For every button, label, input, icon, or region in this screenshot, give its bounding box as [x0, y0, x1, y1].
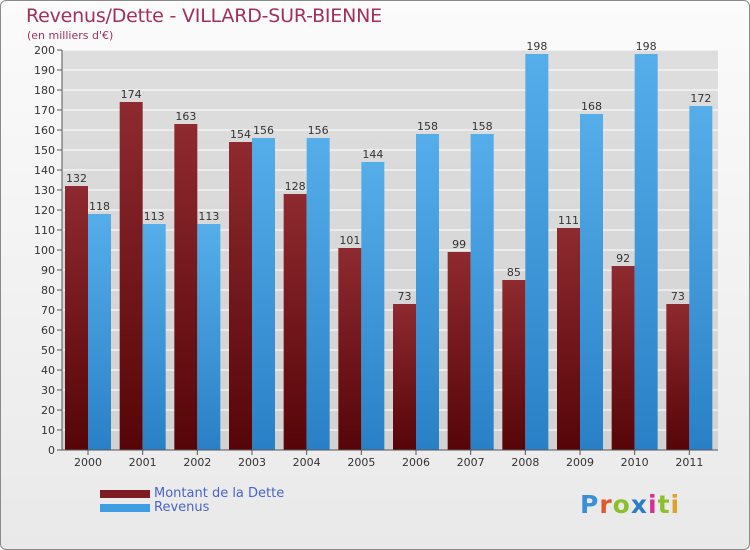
bar-dette [65, 186, 88, 450]
y-tick-label: 130 [34, 184, 55, 197]
y-tick-label: 90 [41, 264, 55, 277]
y-tick-label: 60 [41, 324, 55, 337]
data-label-dette: 99 [452, 238, 466, 251]
bar-dette [393, 304, 416, 450]
bar-dette [338, 248, 362, 450]
logo-letter: i [648, 490, 658, 519]
y-tick-label: 190 [34, 64, 55, 77]
x-tick-label: 2000 [74, 456, 102, 469]
data-label-dette: 132 [66, 172, 87, 185]
y-tick-label: 10 [41, 424, 55, 437]
y-tick-label: 100 [34, 244, 55, 257]
data-label-dette: 92 [616, 252, 630, 265]
data-label-revenus: 113 [198, 210, 219, 223]
bar-revenus [689, 106, 713, 450]
y-tick-label: 200 [34, 44, 55, 57]
x-tick-label: 2008 [511, 456, 539, 469]
bar-dette [283, 194, 307, 450]
y-tick-label: 170 [34, 104, 55, 117]
bar-revenus [525, 54, 549, 450]
logo-letter: x [630, 490, 648, 519]
x-tick-label: 2005 [347, 456, 375, 469]
chart-legend: Montant de la Dette Revenus [100, 487, 284, 515]
data-label-revenus: 158 [472, 120, 493, 133]
data-label-revenus: 168 [581, 100, 602, 113]
bar-dette [611, 266, 635, 450]
bar-dette [447, 252, 471, 450]
legend-item-dette: Montant de la Dette [100, 487, 284, 501]
logo-letter: i [670, 490, 681, 519]
proxiti-logo: Proxiti [580, 490, 680, 519]
bar-revenus [634, 54, 658, 450]
y-tick-label: 110 [34, 224, 55, 237]
y-tick-label: 20 [41, 404, 55, 417]
x-tick-label: 2006 [402, 456, 430, 469]
data-label-dette: 154 [230, 128, 251, 141]
bar-revenus [306, 138, 330, 450]
bar-dette [502, 280, 526, 450]
x-tick-label: 2011 [675, 456, 703, 469]
x-tick-label: 2009 [566, 456, 594, 469]
y-tick-label: 80 [41, 284, 55, 297]
x-tick-label: 2002 [183, 456, 211, 469]
x-tick-label: 2001 [129, 456, 157, 469]
data-label-dette: 73 [398, 290, 412, 303]
bar-revenus [197, 224, 221, 450]
data-label-revenus: 118 [89, 200, 110, 213]
bar-revenus [252, 138, 275, 450]
y-tick-label: 180 [34, 84, 55, 97]
logo-letter: t [657, 490, 671, 519]
chart-subtitle: (en milliers d'€) [27, 29, 114, 42]
logo-letter: o [612, 490, 631, 519]
legend-label-revenus: Revenus [154, 500, 210, 515]
y-tick-label: 0 [48, 444, 55, 457]
y-tick-label: 40 [41, 364, 55, 377]
data-label-dette: 174 [121, 88, 142, 101]
data-label-dette: 163 [175, 110, 196, 123]
x-tick-label: 2010 [621, 456, 649, 469]
y-tick-label: 120 [34, 204, 55, 217]
legend-swatch-revenus [100, 504, 150, 512]
legend-item-revenus: Revenus [100, 501, 284, 515]
data-label-dette: 111 [558, 214, 579, 227]
data-label-revenus: 198 [636, 40, 657, 53]
data-label-dette: 101 [339, 234, 360, 247]
chart-title: Revenus/Dette - VILLARD-SUR-BIENNE [26, 5, 382, 27]
data-label-revenus: 158 [417, 120, 438, 133]
x-tick-label: 2003 [238, 456, 266, 469]
data-label-revenus: 144 [362, 148, 383, 161]
bar-dette [666, 304, 690, 450]
data-label-dette: 73 [671, 290, 685, 303]
data-label-revenus: 156 [308, 124, 329, 137]
data-label-revenus: 198 [526, 40, 547, 53]
x-tick-label: 2007 [457, 456, 485, 469]
y-tick-label: 30 [41, 384, 55, 397]
y-tick-label: 150 [34, 144, 55, 157]
bar-revenus [580, 114, 603, 450]
bar-revenus [416, 134, 439, 450]
logo-letter: P [580, 490, 600, 519]
legend-label-dette: Montant de la Dette [154, 486, 285, 501]
y-tick-label: 70 [41, 304, 55, 317]
legend-swatch-dette [100, 490, 150, 498]
bar-revenus [88, 214, 111, 450]
y-tick-label: 50 [41, 344, 55, 357]
data-label-revenus: 113 [144, 210, 165, 223]
bar-dette [119, 102, 143, 450]
data-label-revenus: 172 [690, 92, 711, 105]
logo-letter: r [599, 490, 613, 519]
bar-dette [557, 228, 580, 450]
data-label-dette: 128 [285, 180, 306, 193]
data-label-revenus: 156 [253, 124, 274, 137]
y-tick-label: 160 [34, 124, 55, 137]
bar-dette [229, 142, 252, 450]
x-tick-label: 2004 [293, 456, 321, 469]
data-label-dette: 85 [507, 266, 521, 279]
y-tick-label: 140 [34, 164, 55, 177]
bar-revenus [361, 162, 385, 450]
bar-revenus [470, 134, 494, 450]
bar-dette [174, 124, 198, 450]
bar-revenus [142, 224, 166, 450]
